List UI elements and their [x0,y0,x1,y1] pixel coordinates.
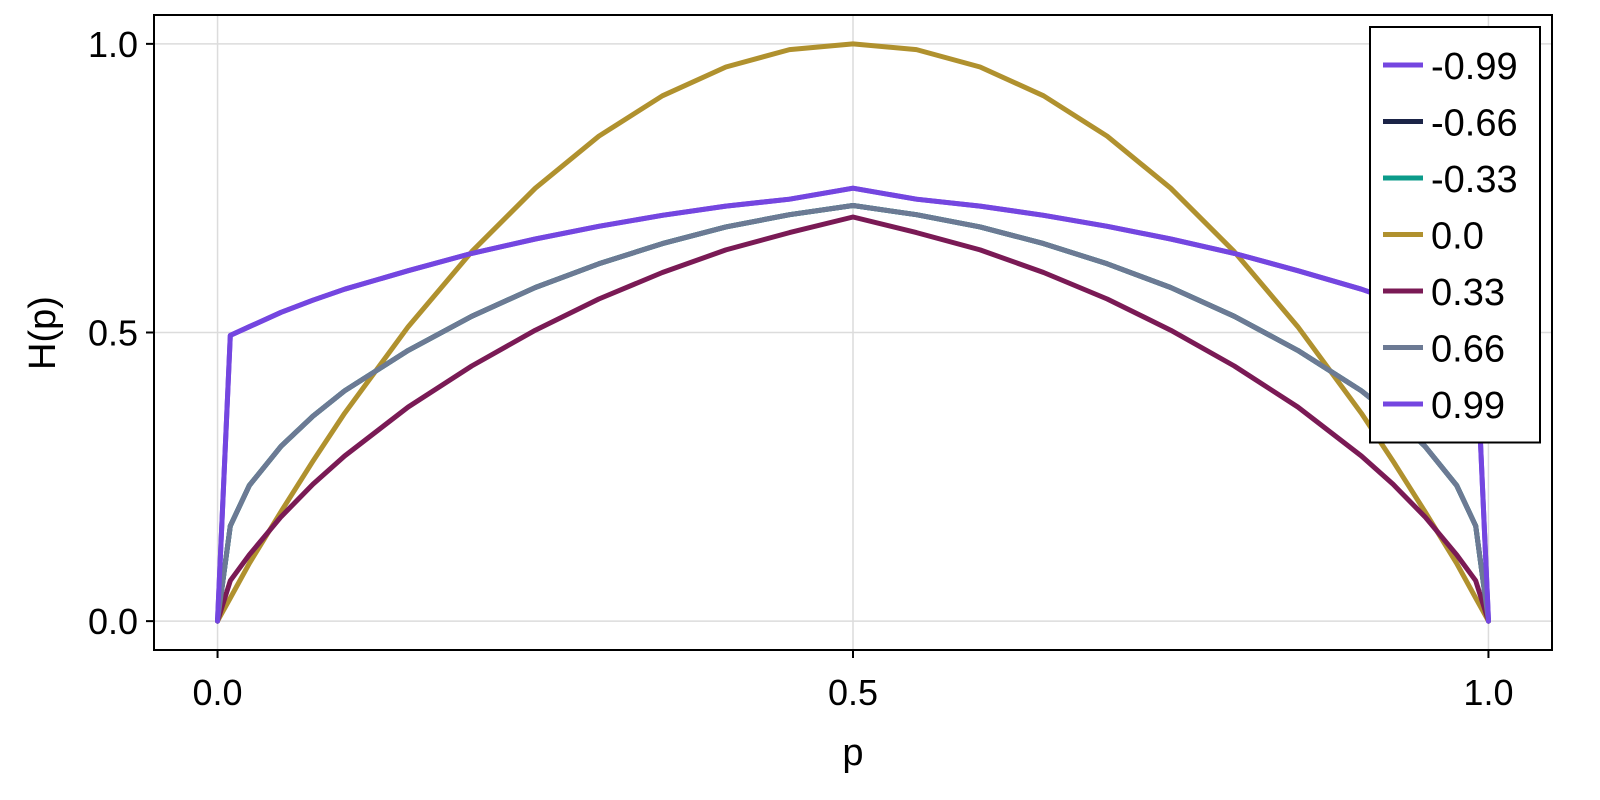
legend-label: 0.33 [1431,272,1505,314]
legend-label: -0.33 [1431,159,1518,201]
y-tick-label: 0.0 [88,601,138,642]
y-tick-label: 0.5 [88,313,138,354]
legend-label: -0.99 [1431,46,1518,88]
y-axis-ticks: 0.0 0.5 1.0 [88,24,154,642]
series-line-0.33 [215,214,1491,624]
x-axis-ticks: 0.0 0.5 1.0 [193,650,1513,713]
legend-label: -0.66 [1431,103,1518,145]
legend: -0.99 -0.66 -0.33 0.0 0.33 0.66 0.99 [1369,26,1541,444]
legend-label: 0.0 [1431,216,1484,258]
y-tick-label: 1.0 [88,24,138,65]
series-line-0.0 [215,41,1491,624]
legend-label: 0.66 [1431,329,1505,371]
y-axis-label: H(p) [22,296,64,370]
legend-label: 0.99 [1431,385,1505,427]
x-tick-label: 0.5 [828,672,878,713]
x-tick-label: 0.0 [193,672,243,713]
x-axis-label: p [842,732,863,774]
x-tick-label: 1.0 [1463,672,1513,713]
